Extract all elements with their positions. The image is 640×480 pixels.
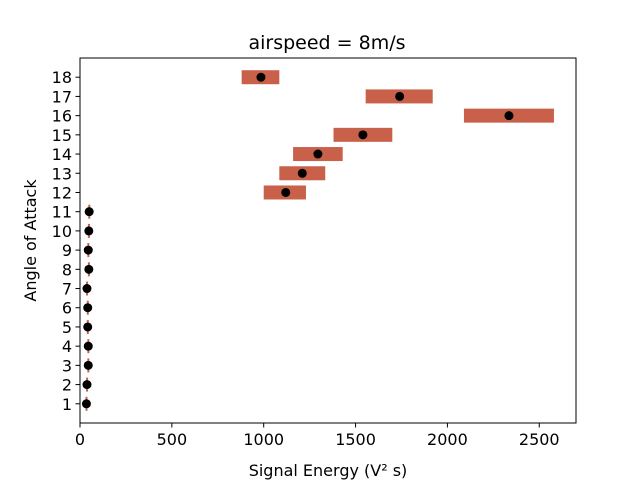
point-group [81, 72, 514, 409]
data-point-aoa-3 [83, 360, 93, 370]
y-tick-label-1: 1 [62, 395, 72, 414]
data-point-aoa-14 [313, 149, 323, 159]
y-tick-label-2: 2 [62, 376, 72, 395]
y-tick-label-17: 17 [52, 87, 72, 106]
data-point-aoa-8 [84, 264, 94, 274]
y-tick-label-6: 6 [62, 299, 72, 318]
data-point-aoa-6 [83, 303, 93, 313]
data-point-aoa-12 [281, 187, 291, 197]
y-tick-label-10: 10 [52, 222, 72, 241]
y-tick-label-11: 11 [52, 203, 72, 222]
data-point-aoa-7 [82, 284, 92, 294]
data-point-aoa-5 [83, 322, 93, 332]
x-tick-label-1500: 1500 [335, 430, 376, 449]
y-tick-label-15: 15 [52, 126, 72, 145]
y-tick-label-9: 9 [62, 241, 72, 260]
x-tick-label-0: 0 [75, 430, 85, 449]
y-tick-label-14: 14 [52, 145, 72, 164]
x-tick-label-2500: 2500 [519, 430, 560, 449]
data-point-aoa-18 [256, 72, 266, 82]
data-point-aoa-10 [84, 226, 94, 236]
y-axis-label: Angle of Attack [21, 179, 40, 302]
y-tick-label-5: 5 [62, 318, 72, 337]
data-point-aoa-11 [84, 207, 94, 217]
chart-title: airspeed = 8m/s [248, 32, 405, 54]
x-tick-label-2000: 2000 [427, 430, 468, 449]
data-point-aoa-9 [83, 245, 93, 255]
data-point-aoa-1 [81, 399, 91, 409]
y-tick-label-16: 16 [52, 107, 72, 126]
x-axis-ticks: 0 500 1000 1500 2000 2500 [75, 423, 560, 449]
y-tick-label-12: 12 [52, 183, 72, 202]
data-point-aoa-4 [83, 341, 93, 351]
y-tick-label-18: 18 [52, 68, 72, 87]
y-tick-label-4: 4 [62, 337, 72, 356]
data-point-aoa-17 [395, 91, 405, 101]
y-tick-label-13: 13 [52, 164, 72, 183]
x-tick-label-500: 500 [157, 430, 188, 449]
data-point-aoa-2 [82, 380, 92, 390]
data-point-aoa-15 [358, 130, 368, 140]
plot-area-frame [79, 57, 577, 424]
data-point-aoa-13 [297, 168, 307, 178]
y-tick-label-7: 7 [62, 280, 72, 299]
data-point-aoa-16 [504, 111, 514, 121]
x-axis-label: Signal Energy (V² s) [249, 461, 408, 480]
y-tick-label-3: 3 [62, 356, 72, 375]
y-tick-label-8: 8 [62, 260, 72, 279]
x-tick-label-1000: 1000 [243, 430, 284, 449]
